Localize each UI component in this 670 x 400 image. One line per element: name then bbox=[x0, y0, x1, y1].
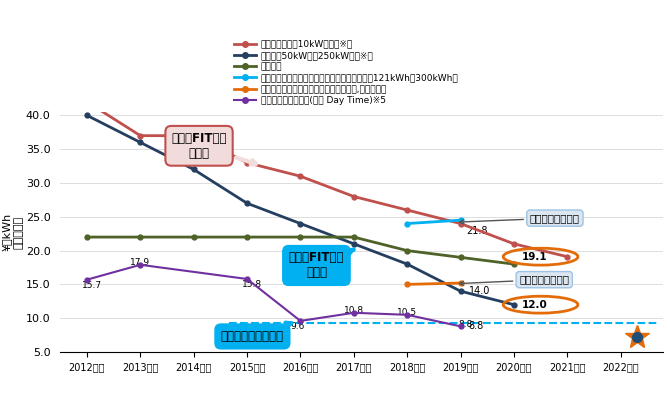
Text: 15.7: 15.7 bbox=[82, 280, 103, 290]
Text: 9.6: 9.6 bbox=[291, 322, 305, 331]
Text: 太陽光FIT価格
事業用: 太陽光FIT価格 事業用 bbox=[289, 250, 354, 280]
Text: 21.8: 21.8 bbox=[466, 226, 487, 236]
Text: 10.5: 10.5 bbox=[397, 308, 417, 317]
Legend: 住宅用太陽光（10kW未満）※１, 太陽光　50kW以上250kW未満※３, 陸上風力, 住宅用電力量料金（東電スタンダートプラン、121kWh〜300kWh）: 住宅用太陽光（10kW未満）※１, 太陽光 50kW以上250kW未満※３, 陸… bbox=[234, 40, 458, 105]
Text: 業務用電力量料金: 業務用電力量料金 bbox=[460, 275, 570, 286]
Text: 12.0: 12.0 bbox=[522, 300, 547, 310]
Text: 8.8: 8.8 bbox=[459, 320, 473, 329]
Text: 家庭用電力量料金: 家庭用電力量料金 bbox=[460, 213, 580, 224]
Text: 14.0: 14.0 bbox=[468, 286, 490, 296]
Y-axis label: ¥／kWh
（税抜き）: ¥／kWh （税抜き） bbox=[1, 213, 23, 251]
Text: 10.8: 10.8 bbox=[344, 306, 364, 314]
Text: 17.9: 17.9 bbox=[130, 258, 150, 266]
Text: 太陽光FIT価格
住宅用: 太陽光FIT価格 住宅用 bbox=[172, 132, 256, 165]
Text: 15.8: 15.8 bbox=[243, 280, 263, 289]
Text: 8.8: 8.8 bbox=[468, 321, 484, 331]
Text: 卸電力スポット価格: 卸電力スポット価格 bbox=[221, 323, 291, 343]
Text: 19.1: 19.1 bbox=[522, 252, 547, 262]
